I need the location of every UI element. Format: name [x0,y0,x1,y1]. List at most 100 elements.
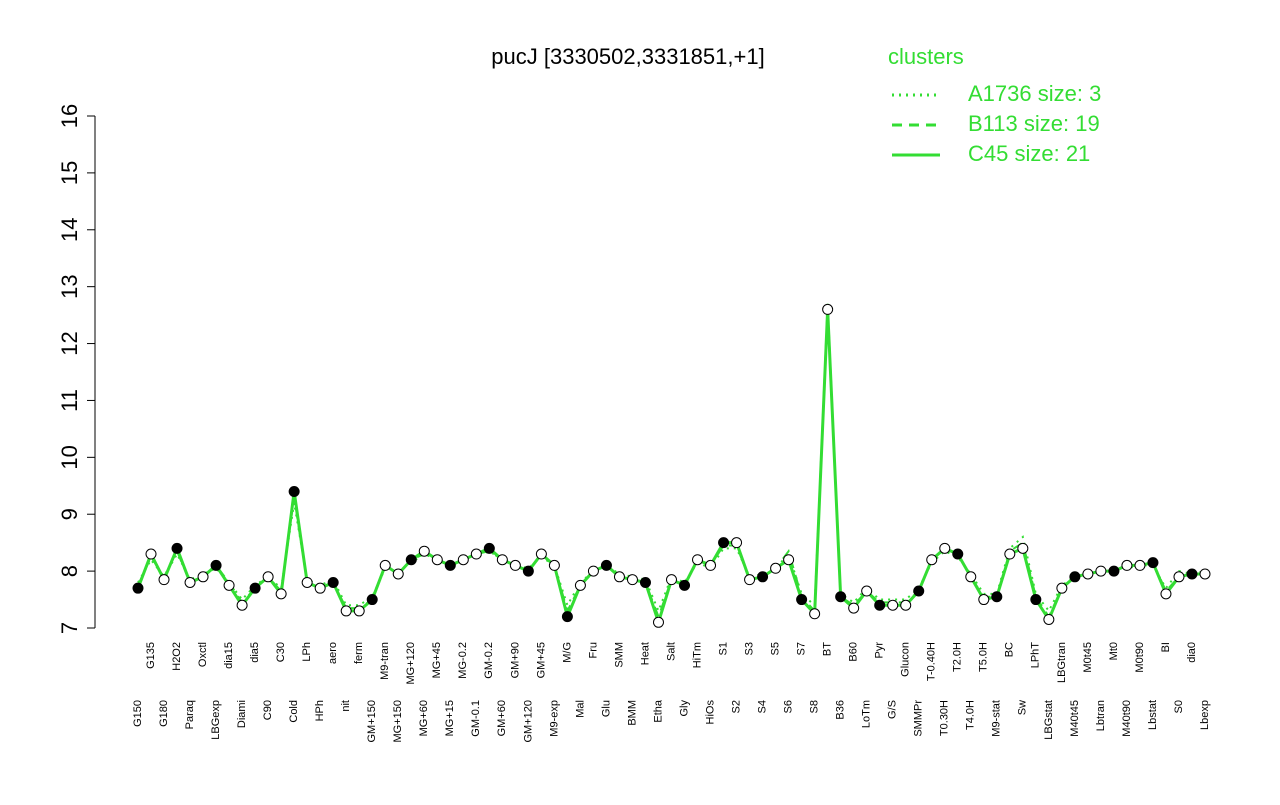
point [1186,568,1198,580]
x-tick-label: Pyr [874,642,886,659]
x-tick-label: GM-0.2 [483,642,495,679]
x-tick-label: Glucon [900,642,912,677]
point [770,562,782,574]
x-tick-label: G150 [132,700,144,727]
point [1095,565,1107,577]
x-tick-label: M0t45 [1082,642,1094,673]
x-tick-label: M40t90 [1121,700,1133,737]
point [718,537,730,549]
point [379,559,391,571]
x-tick-label: C90 [262,700,274,720]
point [314,582,326,594]
point [600,559,612,571]
point [1199,568,1211,580]
x-tick-label: G180 [158,700,170,727]
x-tick-label: Paraq [184,700,196,729]
point [574,579,586,591]
point [275,588,287,600]
point [184,576,196,588]
legend-label: A1736 size: 3 [968,81,1101,106]
y-tick-label: 10 [57,445,82,469]
x-tick-label: GM+90 [509,642,521,678]
x-tick-label: Diami [236,700,248,728]
x-tick-label: M9-stat [991,700,1003,737]
x-tick-label: G/S [887,700,899,719]
x-tick-label: C30 [275,642,287,662]
point [639,576,651,588]
x-tick-label: S8 [809,700,821,713]
x-tick-label: MG-0.2 [457,642,469,679]
point [978,594,990,606]
point [288,485,300,497]
point [340,605,352,617]
point [822,303,834,315]
x-tick-label: T4.0H [965,700,977,730]
x-tick-label: Glu [600,700,612,717]
x-tick-label: S1 [717,642,729,655]
point [991,591,1003,603]
x-tick-label: S6 [783,700,795,713]
point [796,594,808,606]
x-tick-label: LPhT [1030,642,1042,669]
point [496,554,508,566]
point [262,571,274,583]
x-tick-label: HiTm [691,642,703,668]
point [926,554,938,566]
point [548,559,560,571]
x-tick-label: Lbexp [1199,700,1211,730]
point [392,568,404,580]
x-tick-label: Sw [1017,700,1029,715]
point [1056,582,1068,594]
x-tick-label: S7 [796,642,808,655]
point [366,594,378,606]
x-tick-label: MG+120 [405,642,417,685]
point [952,548,964,560]
point [835,591,847,603]
x-tick-label: T0.30H [939,700,951,736]
x-tick-label: LPh [301,642,313,662]
point [444,559,456,571]
x-tick-label: GM-0.1 [470,700,482,737]
x-tick-label: Fru [587,642,599,659]
point [900,599,912,611]
point [965,571,977,583]
x-tick-label: MG+150 [392,700,404,743]
x-tick-label: ferm [353,642,365,664]
x-tick-label: nit [340,700,352,712]
point [1082,568,1094,580]
x-tick-label: Etha [652,699,664,723]
point [757,571,769,583]
x-tick-label: SMM [613,642,625,668]
x-tick-label: HPh [314,700,326,721]
x-tick-label: BC [1004,642,1016,657]
x-tick-label: GM+120 [522,700,534,743]
series-line [137,315,1206,614]
x-tick-label: Oxctl [197,642,209,667]
x-tick-label: MG+60 [418,700,430,736]
x-tick-label: Lbstat [1147,700,1159,730]
x-tick-label: BMM [626,700,638,726]
point [705,559,717,571]
point [509,559,521,571]
x-tick-label: Cold [288,700,300,723]
x-tick-label: LBGtran [1056,642,1068,683]
x-tick-label: dia5 [249,642,261,663]
x-tick-label: Mal [574,700,586,718]
y-tick-label: 15 [57,161,82,185]
x-tick-label: aero [327,642,339,664]
x-tick-label: S5 [770,642,782,655]
x-tick-label: BT [822,642,834,656]
x-tick-label: SMMPr [913,700,925,737]
point [535,548,547,560]
y-tick-label: 16 [57,104,82,128]
y-tick-label: 12 [57,331,82,355]
x-tick-label: GM+150 [366,700,378,743]
series-line [137,303,1205,620]
legend-label: C45 size: 21 [968,141,1090,166]
point [171,542,183,554]
point [1004,548,1016,560]
point [405,554,417,566]
point [301,576,313,588]
x-tick-label: S2 [730,700,742,713]
